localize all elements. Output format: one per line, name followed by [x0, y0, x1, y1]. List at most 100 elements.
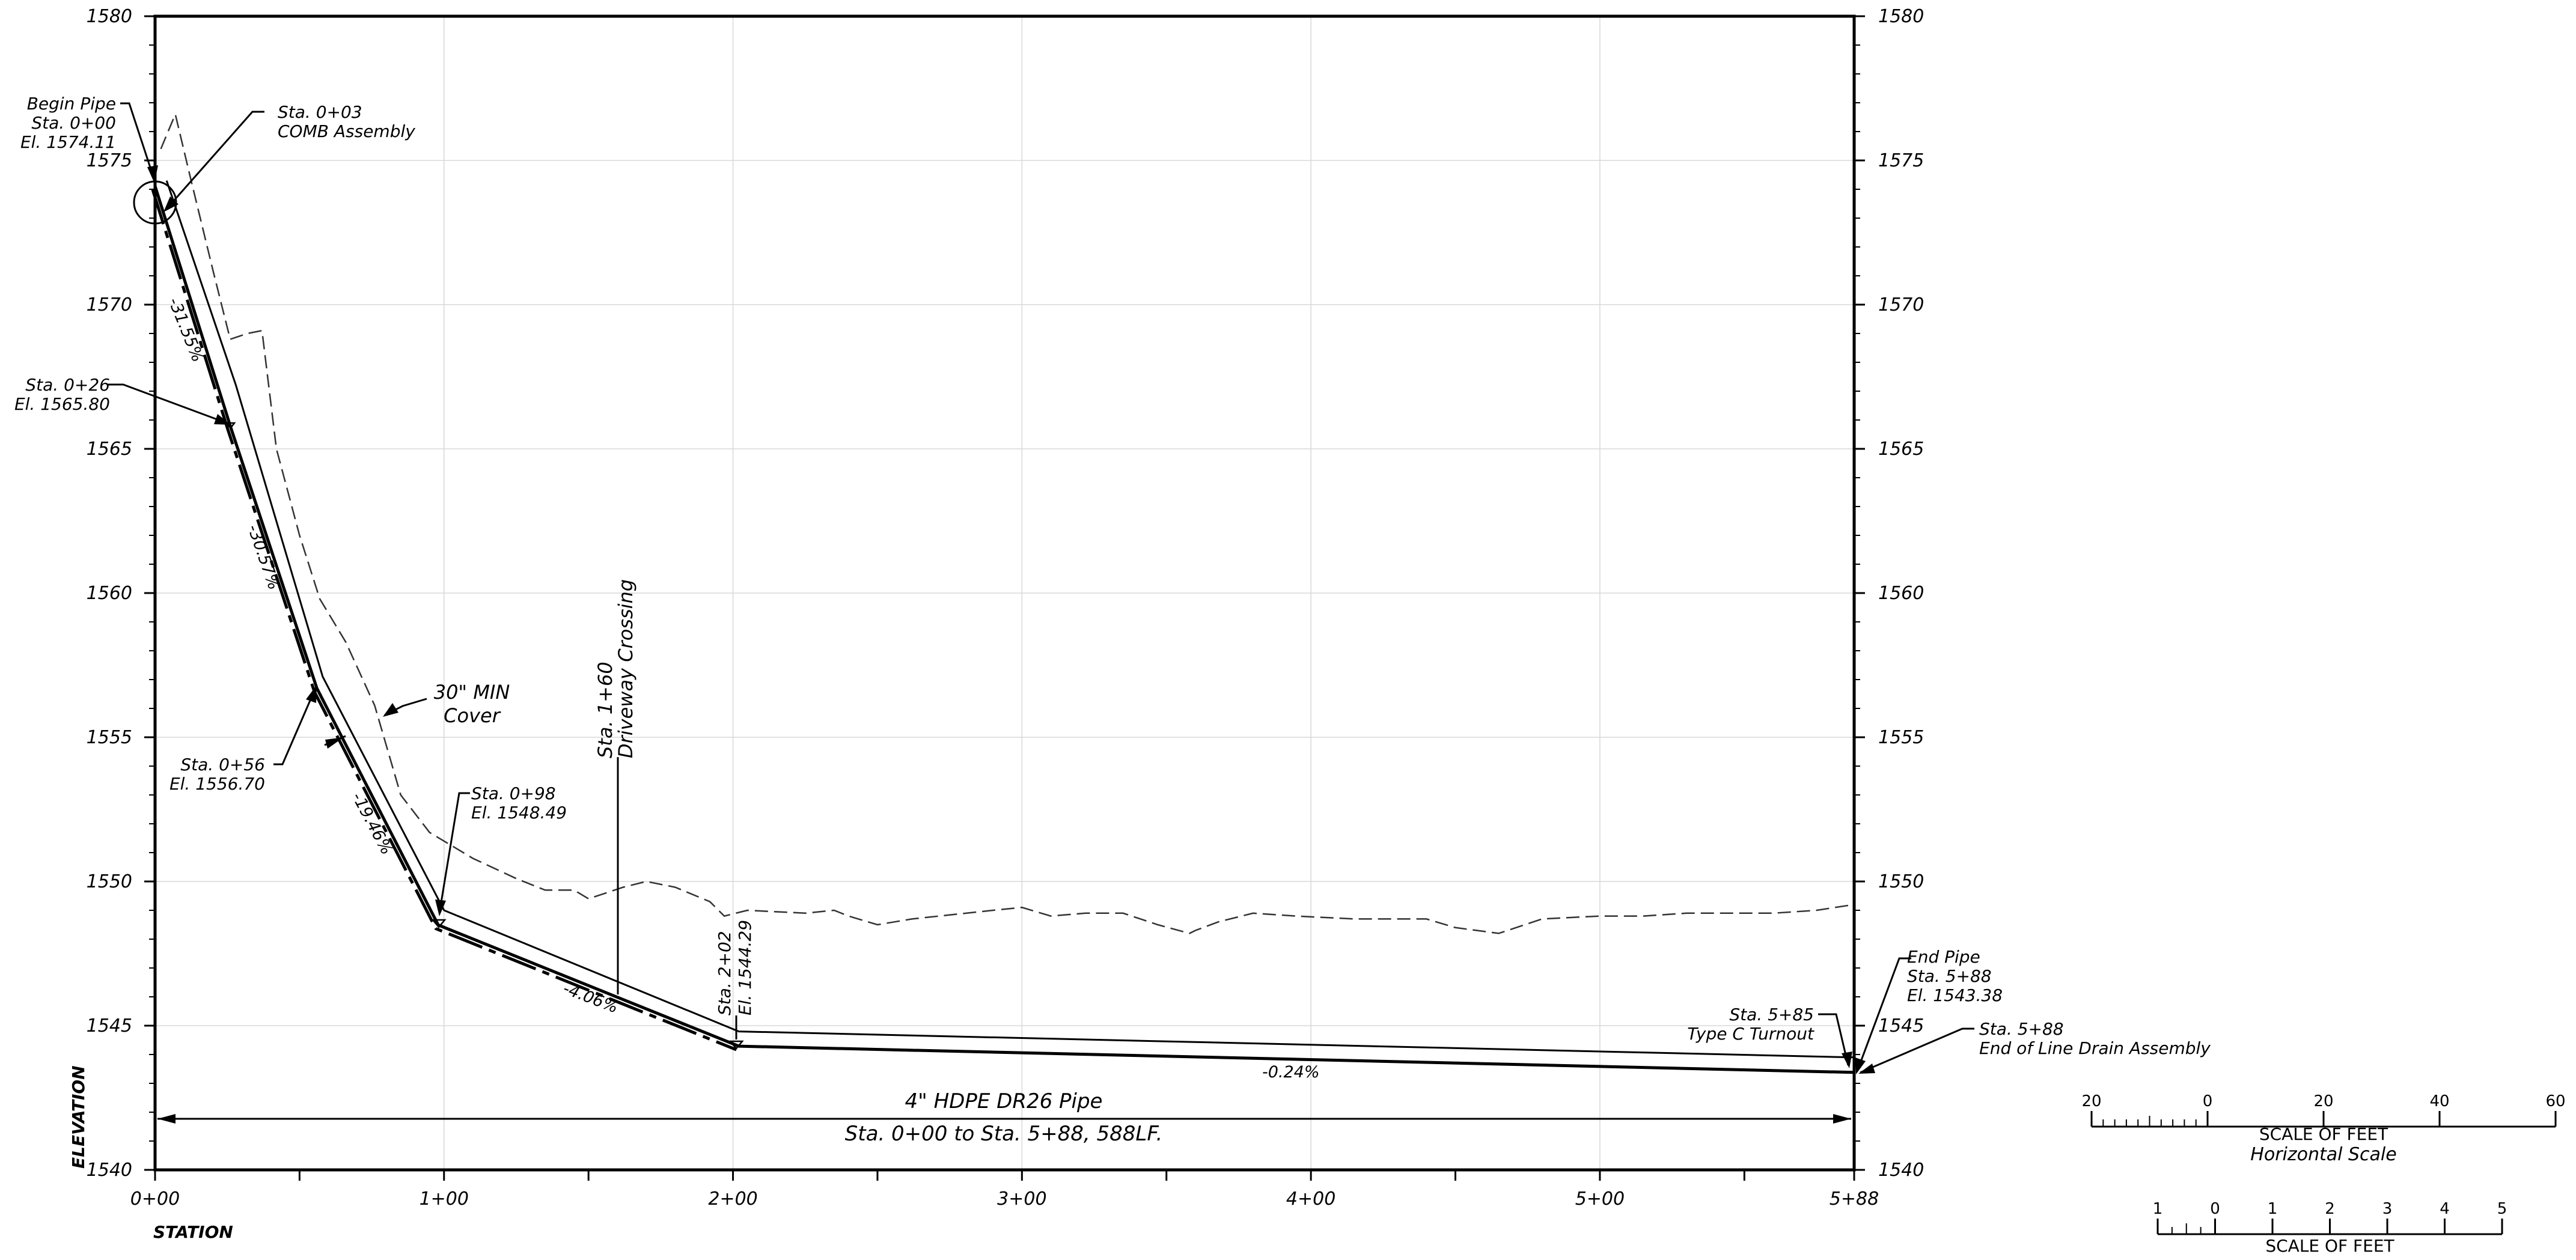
sta202-line-2: El. 1544.29: [735, 920, 755, 1015]
arrow-drain: [1858, 1064, 1875, 1074]
vertex-markers: [222, 422, 744, 1050]
driveway-line-1: Sta. 1+60: [594, 662, 617, 758]
driveway-label: Sta. 1+60 Driveway Crossing: [594, 579, 637, 758]
y-tick-label-left: 1545: [87, 1015, 132, 1036]
grid: [155, 16, 1854, 1170]
y-tick-label-right: 1550: [1878, 871, 1924, 892]
begin-pipe-line-1: Begin Pipe: [27, 94, 116, 114]
scale-bar-tick-label: 20: [2313, 1092, 2333, 1110]
turnout-line-2: Type C Turnout: [1687, 1024, 1814, 1044]
y-tick-label-left: 1540: [87, 1160, 132, 1181]
y-tick-label-left: 1570: [87, 294, 132, 315]
sta202-line-1: Sta. 2+02: [715, 931, 734, 1015]
end-pipe-line-3: El. 1543.38: [1907, 985, 2003, 1005]
turnout-line-1: Sta. 5+85: [1729, 1005, 1814, 1024]
arrow-comb: [163, 196, 179, 212]
y-tick-label-left: 1560: [87, 583, 132, 604]
y-tick-label-left: 1580: [87, 6, 132, 27]
arrow-cover-2: [325, 737, 344, 749]
leader-sta056: [273, 687, 317, 765]
comb-line-1: Sta. 0+03: [278, 102, 362, 122]
arrow-sta026: [214, 414, 231, 425]
turnout-label: Sta. 5+85 Type C Turnout: [1687, 1005, 1814, 1044]
pipe-title: 4" HDPE DR26 Pipe: [905, 1089, 1103, 1113]
leader-lines: [108, 102, 1974, 1074]
arrow-sta098: [435, 899, 446, 916]
x-axis-title: STATION: [153, 1222, 233, 1242]
leader-sta098: [438, 792, 470, 914]
axes: 1540 1540 1545 1545 1550 1550 1555 1555 1560 1560…: [87, 6, 1924, 1210]
scale-bar-tick-label: 1: [2268, 1200, 2278, 1218]
grade-label-3: -19.46%: [348, 790, 396, 858]
x-tick-label: 5+88: [1830, 1188, 1879, 1210]
scale-bar-tick-label: 0: [2210, 1200, 2220, 1218]
y-tick-label-right: 1555: [1878, 727, 1924, 748]
y-tick-label-right: 1560: [1878, 583, 1924, 604]
driveway-line-2: Driveway Crossing: [614, 579, 637, 758]
y-tick-label-right: 1545: [1878, 1015, 1924, 1036]
sta056-label: Sta. 0+56 El. 1556.70: [169, 755, 265, 794]
sta056-line-2: El. 1556.70: [169, 774, 265, 794]
series-line-dashed: [160, 112, 1855, 934]
x-tick-label: 4+00: [1286, 1188, 1335, 1210]
y-tick-label-left: 1565: [87, 439, 132, 460]
begin-pipe-label: Begin Pipe Sta. 0+00 El. 1574.11: [20, 94, 116, 152]
scale-bar-tick-label: 0: [2203, 1092, 2213, 1110]
series-line-solid: [153, 185, 1855, 1074]
comb-label: Sta. 0+03 COMB Assembly: [278, 102, 415, 141]
y-tick-label-right: 1575: [1878, 150, 1924, 171]
cover-label: 30" MIN Cover: [434, 681, 510, 727]
vertex-marker-202: [728, 1040, 744, 1050]
drain-label: Sta. 5+88 End of Line Drain Assembly: [1979, 1019, 2211, 1058]
cover-line-2: Cover: [444, 704, 501, 727]
cover-line-1: 30" MIN: [434, 681, 510, 704]
y-tick-label-right: 1580: [1878, 6, 1924, 27]
sta026-line-2: El. 1565.80: [14, 394, 110, 414]
sta202-label: Sta. 2+02 El. 1544.29: [715, 920, 755, 1015]
scale-bar-tick-label: 40: [2429, 1092, 2449, 1110]
arrow-sta056: [306, 685, 317, 703]
scale-bar-title: SCALE OF FEET: [2259, 1124, 2388, 1144]
y-tick-label-right: 1570: [1878, 294, 1924, 315]
leader-sta026: [108, 383, 229, 425]
y-tick-label-left: 1550: [87, 871, 132, 892]
begin-pipe-line-3: El. 1574.11: [20, 132, 116, 152]
pipe-dimension-arrow-right: [1833, 1114, 1851, 1124]
comb-line-2: COMB Assembly: [278, 121, 415, 141]
end-pipe-label: End Pipe Sta. 5+88 El. 1543.38: [1907, 947, 2003, 1005]
leader-comb: [164, 111, 264, 211]
drain-line-2: End of Line Drain Assembly: [1979, 1038, 2211, 1058]
end-pipe-line-1: End Pipe: [1907, 947, 1980, 967]
sta098-line-2: El. 1548.49: [471, 803, 567, 823]
grade-label-5: -0.24%: [1262, 1063, 1320, 1082]
y-axis-title: ELEVATION: [69, 1065, 88, 1169]
x-tick-label: 0+00: [130, 1188, 180, 1210]
scale-bar-tick-label: 3: [2382, 1200, 2393, 1218]
leader-end-pipe: [1856, 957, 1911, 1072]
sta026-line-1: Sta. 0+26: [25, 375, 110, 395]
y-tick-label-right: 1565: [1878, 439, 1924, 460]
vertex-marker-098: [431, 919, 447, 928]
begin-pipe-line-2: Sta. 0+00: [31, 113, 116, 133]
vertical-scale-bar: 1 0 1 2 3 4 5 SCALE OF FEET: [2153, 1200, 2507, 1256]
x-tick-label: 2+00: [708, 1188, 757, 1210]
leader-begin-pipe: [120, 102, 156, 181]
pipe-range: Sta. 0+00 to Sta. 5+88, 588LF.: [845, 1122, 1163, 1146]
y-tick-label-left: 1575: [87, 150, 132, 171]
scale-bar-tick-label: 4: [2440, 1200, 2450, 1218]
x-tick-label: 5+00: [1575, 1188, 1625, 1210]
grade-label-2: -30.57%: [243, 522, 283, 592]
leader-drain: [1860, 1027, 1974, 1074]
y-tick-label-left: 1555: [87, 727, 132, 748]
arrow-heads: [147, 165, 1875, 1074]
pipe-dimension-arrow-left: [157, 1114, 175, 1124]
sta026-label: Sta. 0+26 El. 1565.80: [14, 375, 110, 414]
scale-bar-tick-label: 2: [2325, 1200, 2335, 1218]
scale-bar-tick-label: 1: [2153, 1200, 2163, 1218]
series-line-solid-thin: [165, 180, 1855, 1059]
arrow-cover: [383, 703, 398, 717]
sta098-label: Sta. 0+98 El. 1548.49: [471, 784, 567, 823]
arrow-turnout: [1842, 1052, 1852, 1068]
scale-bar-tick-label: 20: [2081, 1092, 2101, 1110]
